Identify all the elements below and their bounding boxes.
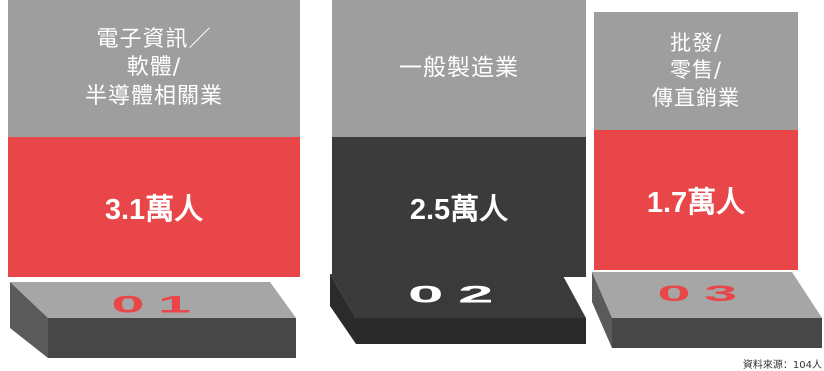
column-2-category: 一般製造業 — [332, 0, 586, 137]
plinth-2-front — [356, 318, 586, 344]
column-3-value: 1.7萬人 — [594, 130, 798, 270]
column-1-plinth: 01 — [10, 282, 296, 358]
plinth-1-number: 01 — [111, 291, 204, 318]
plinth-2-number: 02 — [408, 281, 508, 308]
plinth-1-top — [10, 282, 296, 318]
column-1-value: 3.1萬人 — [8, 137, 300, 277]
source-note: 資料來源：104人 — [742, 360, 822, 371]
column-3: 批發/ 零售/ 傳直銷業 1.7萬人 03 — [592, 0, 824, 367]
plinth-1-left — [10, 282, 48, 358]
column-3-plinth: 03 — [592, 272, 822, 348]
plinth-2-top — [330, 274, 586, 318]
plinth-3-left — [592, 272, 612, 348]
column-2: 一般製造業 2.5萬人 02 — [330, 0, 586, 367]
plinth-3-number: 03 — [657, 281, 750, 306]
column-1-category: 電子資訊／ 軟體/ 半導體相關業 — [8, 0, 300, 137]
plinth-1-front — [48, 318, 296, 358]
column-2-value: 2.5萬人 — [332, 137, 586, 277]
plinth-3-top — [592, 272, 822, 318]
plinth-3-front — [612, 318, 822, 348]
column-3-category: 批發/ 零售/ 傳直銷業 — [594, 12, 798, 130]
column-2-plinth: 02 — [330, 274, 586, 344]
column-1: 電子資訊／ 軟體/ 半導體相關業 3.1萬人 01 — [8, 0, 300, 367]
plinth-2-left — [330, 274, 356, 344]
